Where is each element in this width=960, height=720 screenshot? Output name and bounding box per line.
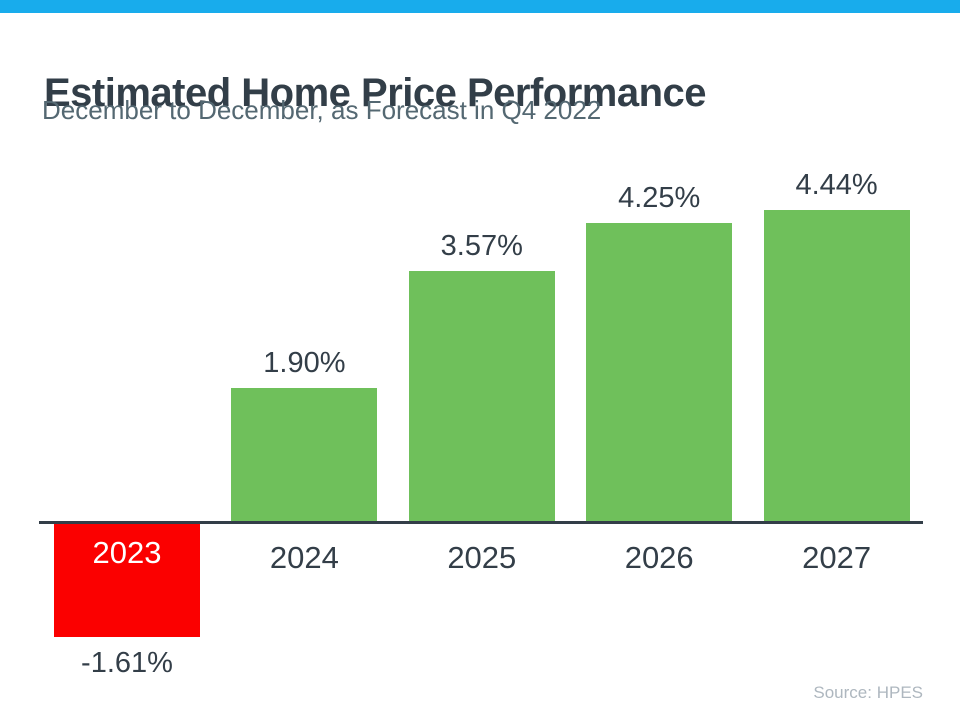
bar-2027 (763, 210, 910, 521)
bar-value-label-2025: 3.57% (440, 230, 523, 262)
bar-value-label-2027: 4.44% (795, 169, 878, 201)
accent-top-bar (0, 0, 960, 13)
page-subtitle: December to December, as Forecast in Q4 … (42, 95, 602, 125)
bar-2026 (586, 223, 733, 521)
source-credit: Source: HPES (813, 683, 923, 702)
bar-value-label-2024: 1.90% (263, 347, 346, 379)
bar-value-label-2023: -1.61% (81, 647, 173, 679)
x-axis-label-2027: 2027 (802, 540, 872, 575)
x-axis-label-2026: 2026 (624, 540, 694, 575)
x-axis-label-2024: 2024 (269, 540, 339, 575)
bar-2025 (408, 271, 555, 521)
x-axis-label-2023: 2023 (92, 535, 162, 570)
page-title: Estimated Home Price Performance (44, 70, 707, 115)
bar-value-label-2026: 4.25% (618, 182, 701, 214)
bar-2024 (231, 388, 378, 521)
x-axis-baseline (39, 521, 923, 524)
bar-2023 (54, 524, 200, 637)
x-axis-label-2025: 2025 (447, 540, 517, 575)
